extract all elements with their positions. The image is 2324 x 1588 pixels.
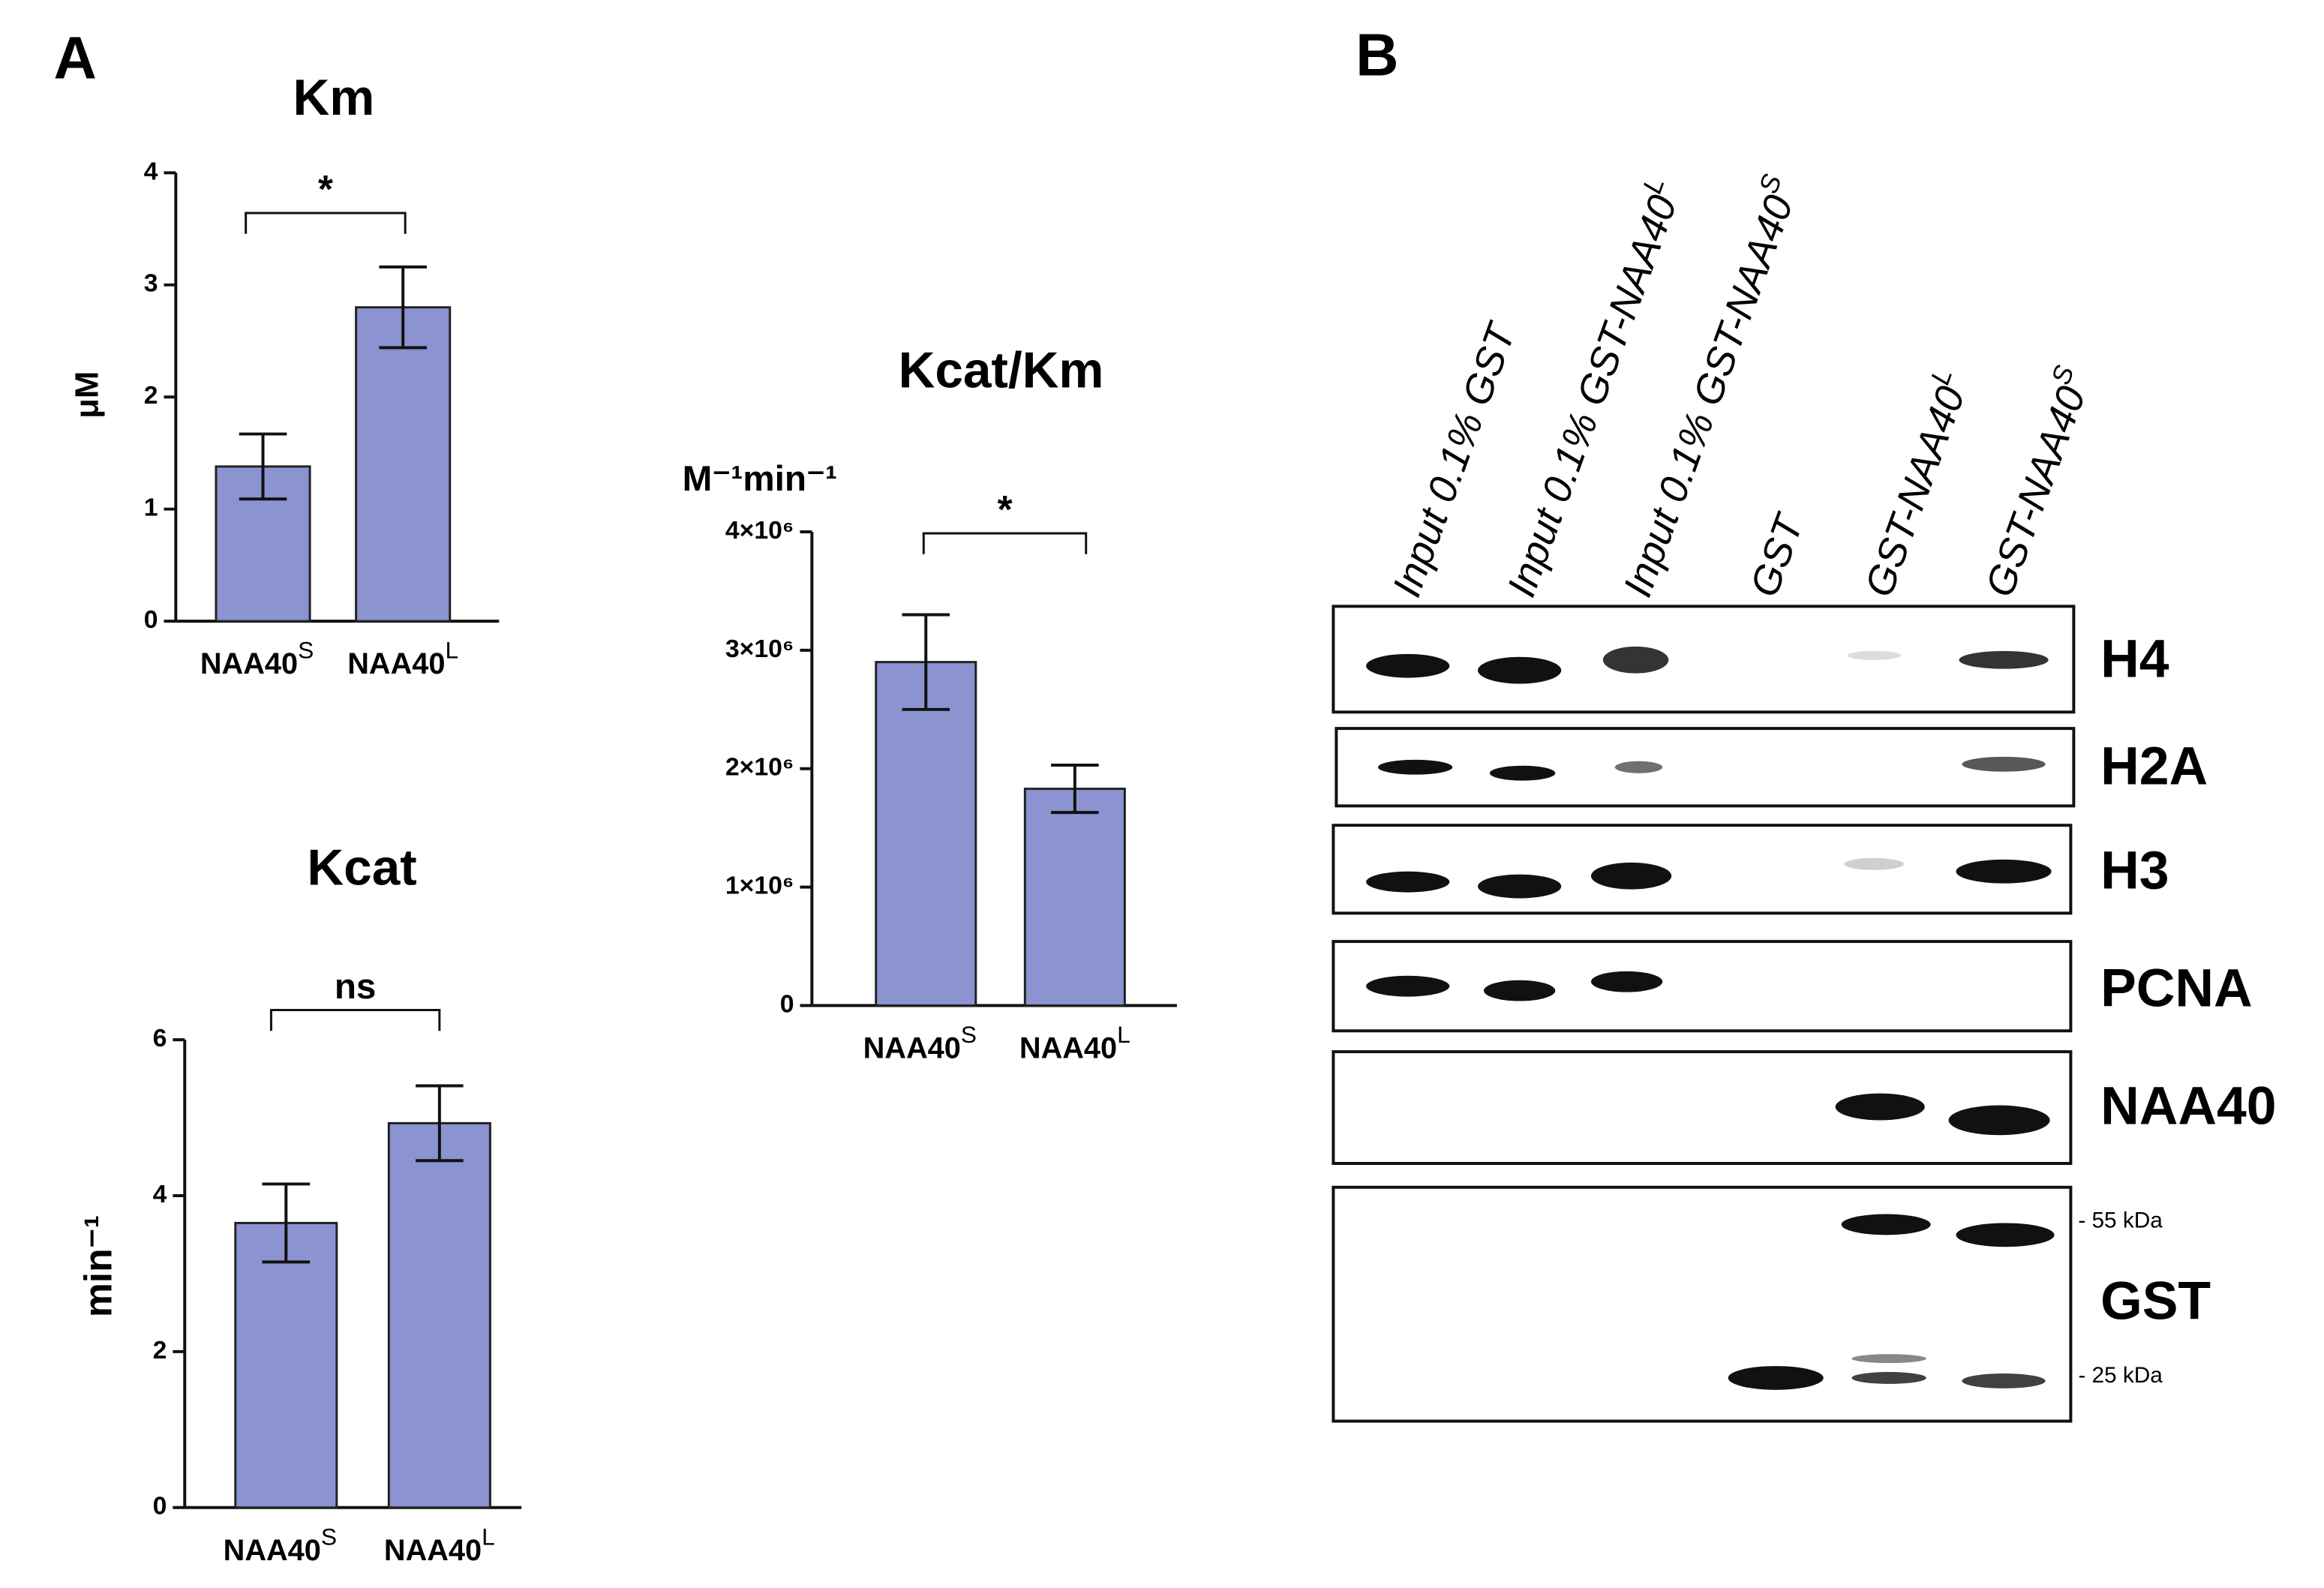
bar [387, 1121, 491, 1509]
band [1377, 759, 1453, 775]
significance-label: * [997, 488, 1013, 531]
chart-title: Km [293, 70, 374, 126]
band [1851, 1372, 1926, 1384]
panel-label: B [1356, 21, 1398, 88]
significance-label: * [318, 167, 334, 211]
x-tick-label: NAA40L [384, 1523, 495, 1567]
lane-label: Input 0.1% GST [1384, 316, 1525, 602]
band [1614, 761, 1663, 773]
band [1590, 862, 1672, 890]
bar [1023, 788, 1126, 1007]
error-bar [262, 1182, 311, 1264]
lane-label: GST-NAA40S [1971, 362, 2100, 602]
x-tick-label: NAA40L [1019, 1021, 1130, 1064]
significance-bracket [269, 1008, 441, 1031]
band [1366, 653, 1450, 678]
band [1483, 980, 1556, 1001]
blot-box [1335, 727, 2076, 808]
y-tick-label: 2 [153, 1336, 167, 1364]
band [1962, 756, 2046, 772]
lane-label: GST [1741, 507, 1812, 602]
significance-label: ns [335, 967, 377, 1007]
band [1366, 871, 1450, 893]
band [1956, 859, 2052, 884]
chart-title: Kcat [307, 840, 416, 896]
band [1959, 650, 2049, 669]
lane-label: GST-NAA40L [1850, 365, 1979, 603]
band [1728, 1366, 1824, 1390]
band [1590, 971, 1663, 992]
error-bar [239, 432, 287, 501]
band [1366, 975, 1450, 997]
band [1948, 1105, 2050, 1136]
bar [875, 661, 977, 1007]
y-tick-label: 3 [144, 269, 158, 298]
y-tick-label: 0 [780, 989, 794, 1018]
band [1844, 857, 1904, 870]
blot-box [1332, 940, 2073, 1033]
bar [234, 1221, 338, 1509]
error-bar [1051, 764, 1099, 815]
row-label: H2A [2100, 737, 2208, 797]
blot-box [1332, 824, 2073, 915]
western-blot [1332, 605, 2076, 1423]
y-axis-label: μM [69, 371, 106, 419]
band [1478, 656, 1562, 684]
size-marker: - 55 kDa [2078, 1208, 2163, 1232]
band [1962, 1373, 2046, 1388]
band [1847, 650, 1902, 660]
x-tick-label: NAA40S [200, 637, 314, 680]
x-tick-label: NAA40L [347, 637, 458, 680]
row-label: NAA40 [2100, 1076, 2276, 1136]
row-label: H3 [2100, 841, 2169, 901]
blot-box [1332, 1050, 2073, 1165]
row-label: GST [2100, 1271, 2211, 1331]
x-tick-label: NAA40S [863, 1021, 977, 1064]
y-tick-label: 1 [144, 494, 158, 522]
band [1835, 1093, 1925, 1121]
y-tick-label: 2×10⁶ [725, 753, 794, 782]
y-tick-label: 4×10⁶ [725, 516, 794, 545]
y-tick-label: 3×10⁶ [725, 635, 794, 663]
y-tick-label: 6 [153, 1024, 167, 1052]
chart: Km μM 0 1 2 3 4 NAA40S NAA40L * [69, 70, 500, 680]
y-tick-label: 0 [144, 605, 158, 634]
band [1489, 765, 1556, 781]
chart: Kcat/Km M⁻¹min⁻¹ 0 1×10⁶ 2×10⁶ 3×10⁶ 4×10⁶ NAA4… [683, 342, 1177, 1065]
y-tick-label: 1×10⁶ [725, 872, 794, 900]
band [1602, 646, 1669, 674]
chart-title: Kcat/Km [899, 342, 1104, 398]
row-label: PCNA [2100, 959, 2253, 1019]
chart: Kcat min⁻¹ 0 2 4 6 NAA40S NAA40L ns [77, 840, 522, 1567]
y-axis-label: min⁻¹ [77, 1215, 120, 1317]
band [1956, 1223, 2055, 1247]
significance-bracket [922, 532, 1088, 554]
error-bar [416, 1084, 464, 1163]
size-marker: - 25 kDa [2078, 1363, 2163, 1388]
y-axis-label: M⁻¹min⁻¹ [683, 459, 837, 499]
charts: Km μM 0 1 2 3 4 NAA40S NAA40L * Kcat min⁻¹ 0 2 4 6 NAA40… [69, 70, 1177, 1567]
y-tick-label: 0 [153, 1492, 167, 1520]
x-tick-label: NAA40S [224, 1523, 337, 1567]
error-bar [379, 265, 427, 350]
panel-label: A [53, 24, 96, 91]
band [1841, 1214, 1931, 1235]
y-tick-label: 4 [153, 1180, 167, 1208]
blot-box [1332, 605, 2076, 714]
band [1478, 874, 1562, 899]
y-tick-label: 4 [144, 157, 158, 185]
error-bar [902, 613, 950, 711]
blot-box [1332, 1185, 2073, 1423]
significance-bracket [245, 212, 407, 234]
row-label: H4 [2100, 629, 2169, 689]
band [1851, 1354, 1926, 1364]
y-tick-label: 2 [144, 381, 158, 410]
bar [355, 306, 452, 623]
